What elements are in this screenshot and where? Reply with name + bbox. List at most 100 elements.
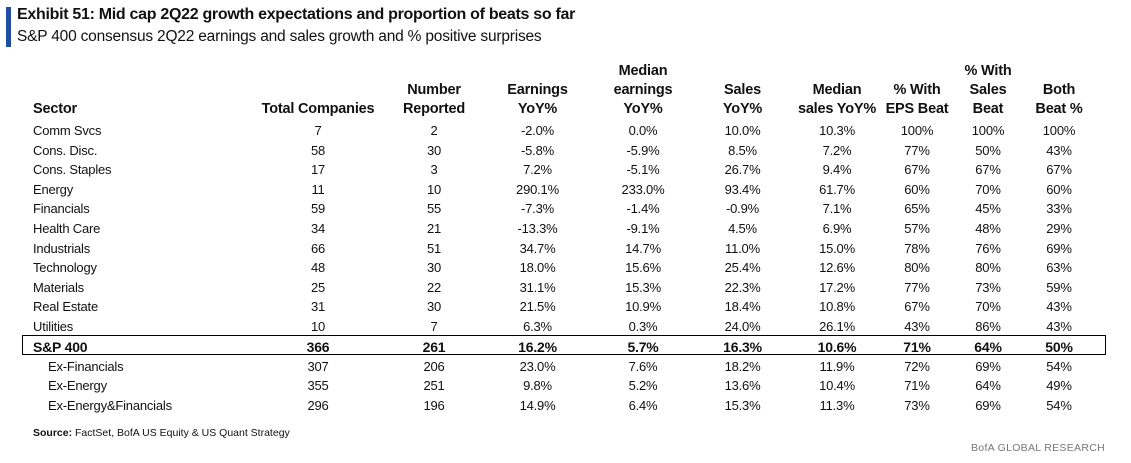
table-row: Health Care 34 21 -13.3% -9.1% 4.5% 6.9% 57% 48%… (28, 219, 1094, 239)
value-cell: -1.4% (626, 201, 660, 217)
sub-row: Ex-Financials 307 206 23.0% 7.6% 18.2% 11.9% 72… (28, 357, 1094, 377)
value-cell: 34 (310, 220, 326, 236)
sector-cell: Ex-Financials (48, 358, 124, 374)
sector-cell: Utilities (33, 318, 74, 334)
sector-cell: S&P 400 (33, 338, 88, 355)
value-cell: 2 (430, 123, 438, 138)
value-cell: 48 (310, 260, 326, 276)
value-cell: -5.8% (521, 142, 554, 158)
value-cell: 261 (422, 338, 446, 355)
value-cell: 77% (904, 279, 930, 295)
value-cell: 21 (426, 220, 442, 236)
value-cell: 10 (426, 181, 442, 197)
value-cell: 61.7% (819, 181, 855, 197)
value-cell: 18.4% (724, 299, 761, 315)
brand-footer: BofA GLOBAL RESEARCH (971, 442, 1105, 454)
col-header-median-sales-yoy: Median sales YoY% (797, 82, 877, 117)
value-cell: 43% (1046, 318, 1072, 334)
value-cell: -2.0% (521, 123, 554, 138)
value-cell: 30 (426, 299, 442, 315)
value-cell: 70% (975, 181, 1001, 197)
value-cell: 11.0% (725, 240, 760, 256)
value-cell: 11.9% (819, 358, 855, 374)
value-cell: 78% (904, 240, 930, 256)
table-row: Cons. Staples 17 3 7.2% -5.1% 26.7% 9.4% 67% 67%… (28, 160, 1094, 180)
sector-cell: Industrials (33, 240, 91, 256)
value-cell: 86% (975, 318, 1001, 334)
sector-cell: Ex-Energy&Financials (48, 397, 172, 413)
value-cell: 196 (423, 397, 445, 413)
sector-cell: Cons. Staples (33, 162, 112, 178)
value-cell: 21.5% (519, 299, 556, 315)
value-cell: 8.5% (728, 142, 757, 158)
value-cell: 10 (310, 318, 326, 334)
col-header-both-beat: Both Beat % (1035, 82, 1083, 117)
total-row: S&P 400 366 261 16.2% 5.7% 16.3% 10.6% 71% 64% 50… (28, 337, 1094, 357)
value-cell: 25.4% (724, 260, 761, 276)
value-cell: -9.1% (626, 220, 660, 236)
table-row: Materials 25 22 31.1% 15.3% 22.3% 17.2% 77% 73% 5… (28, 278, 1094, 298)
value-cell: 93.4% (724, 181, 761, 197)
value-cell: 7.6% (628, 358, 658, 374)
value-cell: 72% (904, 358, 930, 374)
value-cell: -7.3% (521, 201, 554, 217)
value-cell: 51 (426, 240, 442, 256)
value-cell: 30 (426, 260, 442, 276)
value-cell: 10.0% (724, 123, 761, 138)
value-cell: 48% (975, 220, 1001, 236)
value-cell: 23.0% (519, 358, 556, 374)
exhibit-subtitle: S&P 400 consensus 2Q22 earnings and sale… (17, 28, 542, 45)
value-cell: 251 (423, 378, 445, 394)
value-cell: 60% (904, 181, 930, 197)
value-cell: 31 (310, 299, 326, 315)
value-cell: 65% (904, 201, 930, 217)
value-cell: 22.3% (724, 279, 761, 295)
col-header-number-reported: Number Reported (402, 82, 466, 117)
table-row: Utilities 10 7 6.3% 0.3% 24.0% 26.1% 43% 86% 43% (28, 317, 1094, 337)
value-cell: -5.1% (626, 162, 660, 178)
value-cell: 0.0% (628, 123, 658, 138)
col-header-eps-beat: % With EPS Beat (885, 82, 949, 117)
value-cell: 34.7% (519, 240, 556, 256)
sector-cell: Financials (33, 201, 90, 217)
col-header-earnings-yoy: Earnings YoY% (507, 82, 568, 117)
value-cell: 4.5% (728, 220, 757, 236)
growth-beats-table: Sector Total Companies Number Reported Ea… (28, 62, 1094, 415)
value-cell: 100% (900, 123, 934, 138)
header-row: Sector Total Companies Number Reported Ea… (28, 62, 1094, 121)
value-cell: 18.2% (724, 358, 761, 374)
value-cell: 31.1% (519, 279, 556, 295)
value-cell: 69% (975, 358, 1001, 374)
value-cell: 0.3% (628, 318, 658, 334)
value-cell: 54% (1046, 397, 1072, 413)
value-cell: 11.3% (819, 397, 855, 413)
table-row: Comm Svcs 7 2 -2.0% 0.0% 10.0% 10.3% 100% 100% 10… (28, 121, 1094, 141)
value-cell: 206 (423, 358, 445, 374)
value-cell: 6.3% (523, 318, 552, 334)
value-cell: 58 (310, 142, 326, 158)
table-row: Technology 48 30 18.0% 15.6% 25.4% 12.6% 80% 80%… (28, 258, 1094, 278)
table-row: Cons. Disc. 58 30 -5.8% -5.9% 8.5% 7.2% 77% 50% 4… (28, 141, 1094, 161)
value-cell: 7 (430, 318, 438, 334)
sector-cell: Comm Svcs (33, 123, 102, 138)
value-cell: -5.9% (626, 142, 660, 158)
value-cell: 14.9% (519, 397, 556, 413)
value-cell: 16.2% (518, 338, 557, 355)
value-cell: 25 (310, 279, 326, 295)
table-row: Real Estate 31 30 21.5% 10.9% 18.4% 10.8% 67% 70… (28, 297, 1094, 317)
value-cell: 12.6% (819, 260, 855, 276)
value-cell: 7.1% (822, 201, 852, 217)
value-cell: 15.0% (819, 240, 855, 256)
value-cell: 14.7% (625, 240, 661, 256)
col-header-sales-beat: % With Sales Beat (964, 63, 1012, 117)
value-cell: 59 (310, 201, 326, 217)
source-label: Source: (33, 427, 73, 439)
table-body: Comm Svcs 7 2 -2.0% 0.0% 10.0% 10.3% 100% 100% 10… (28, 121, 1094, 415)
value-cell: 43% (904, 318, 930, 334)
value-cell: -0.9% (726, 201, 759, 217)
value-cell: 67% (904, 299, 930, 315)
value-cell: 71% (904, 378, 930, 394)
value-cell: 17.2% (819, 279, 855, 295)
sector-cell: Health Care (33, 220, 101, 236)
value-cell: 290.1% (516, 181, 559, 197)
